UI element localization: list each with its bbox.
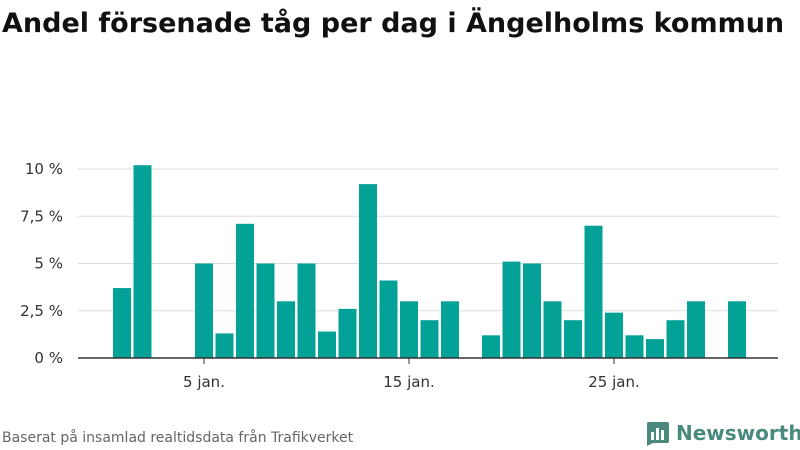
bar-day-31 xyxy=(728,301,746,358)
bar-day-17 xyxy=(441,301,459,358)
bar-day-2 xyxy=(133,165,152,358)
bar-day-14 xyxy=(379,280,398,358)
bar-day-8 xyxy=(256,263,275,358)
bar-day-10 xyxy=(297,263,316,358)
bar-chart: 0 % 2,5 % 5 % 7,5 % 10 % 5 jan. 15 jan. 25 jan. xyxy=(20,160,778,391)
y-tick-label: 2,5 % xyxy=(20,302,63,320)
bar-day-24 xyxy=(584,225,603,358)
bar-day-21 xyxy=(523,263,541,358)
axes: 0 % 2,5 % 5 % 7,5 % 10 % 5 jan. 15 jan. 25 jan. xyxy=(20,160,778,391)
y-tick-label: 5 % xyxy=(34,255,63,273)
bar-day-16 xyxy=(420,320,439,358)
y-tick-label: 7,5 % xyxy=(20,207,63,225)
bar-day-12 xyxy=(338,308,357,358)
bar-day-15 xyxy=(400,301,418,358)
bar-day-11 xyxy=(318,331,336,358)
gridlines xyxy=(78,168,778,312)
bar-day-19 xyxy=(482,335,500,358)
bar-day-1 xyxy=(113,288,131,358)
bar-day-29 xyxy=(687,301,705,358)
y-tick-label: 10 % xyxy=(25,160,63,178)
brand-name: Newsworthy xyxy=(676,421,800,445)
bar-day-6 xyxy=(215,333,234,358)
bar-day-5 xyxy=(195,263,213,358)
x-tick-label: 25 jan. xyxy=(588,373,640,391)
bar-day-13 xyxy=(359,184,377,358)
bar-day-27 xyxy=(646,339,664,358)
chart-title: Andel försenade tåg per dag i Ängelholms… xyxy=(2,8,785,39)
bars xyxy=(113,165,746,358)
x-tick-label: 15 jan. xyxy=(383,373,435,391)
bar-day-9 xyxy=(277,301,295,358)
bar-day-25 xyxy=(605,312,623,358)
y-tick-label: 0 % xyxy=(34,349,63,367)
bar-day-22 xyxy=(543,301,562,358)
newsworthy-logo: Newsworthy xyxy=(644,420,800,446)
newsworthy-logo-icon xyxy=(647,422,669,446)
bar-day-20 xyxy=(502,261,521,358)
x-tick-label: 5 jan. xyxy=(183,373,225,391)
source-note: Baserat på insamlad realtidsdata från Tr… xyxy=(2,430,354,446)
bar-day-7 xyxy=(236,223,254,358)
bar-day-23 xyxy=(564,320,582,358)
bar-day-26 xyxy=(625,335,644,358)
bar-day-28 xyxy=(666,320,685,358)
